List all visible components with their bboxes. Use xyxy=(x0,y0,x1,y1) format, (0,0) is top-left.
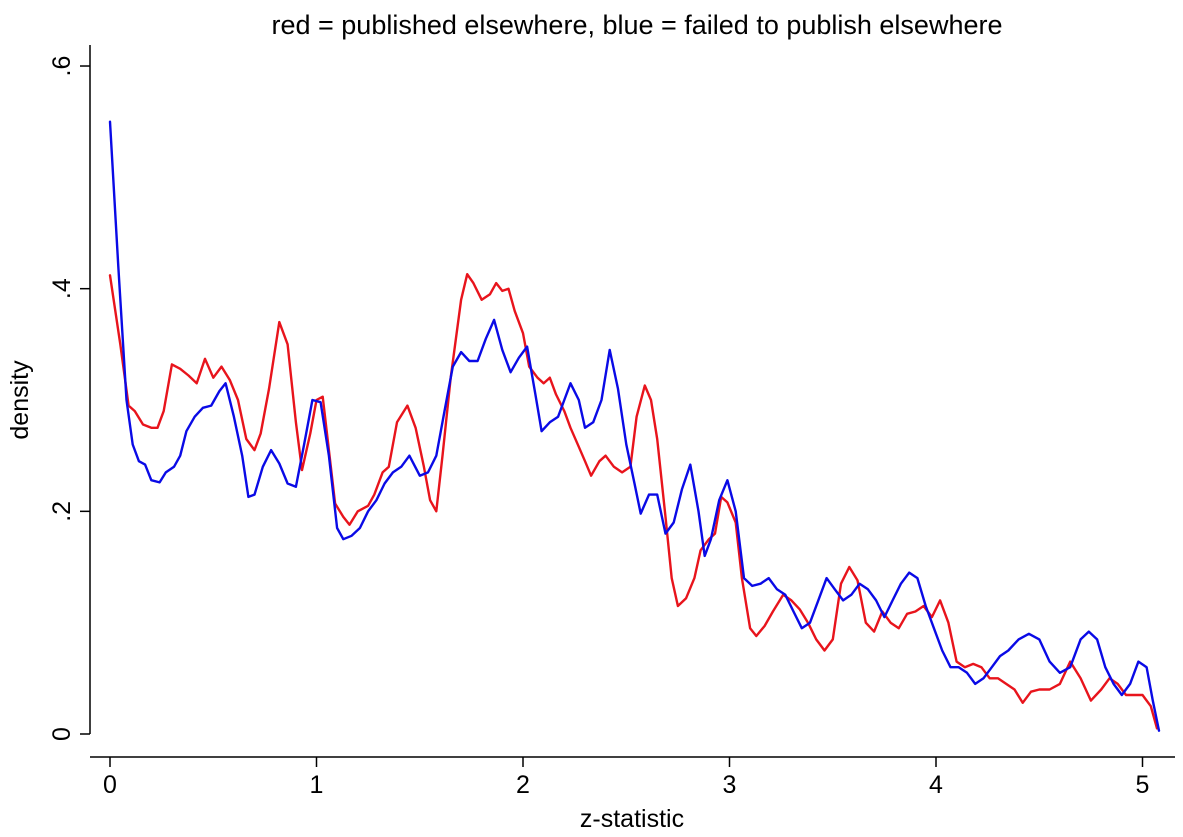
series-layer xyxy=(108,120,1161,732)
y-tick-label: .6 xyxy=(48,56,76,77)
x-tick-label: 5 xyxy=(1136,771,1150,799)
y-axis-ticks: 0 .2 .4 .6 xyxy=(48,56,90,741)
chart-title: red = published elsewhere, blue = failed… xyxy=(272,10,1003,40)
x-tick-label: 4 xyxy=(929,771,943,799)
y-axis-title: density xyxy=(6,360,34,440)
x-tick-label: 2 xyxy=(516,771,530,799)
x-tick-label: 1 xyxy=(310,771,324,799)
series-line-blue xyxy=(108,120,1161,732)
x-tick-label: 0 xyxy=(103,771,117,799)
x-axis-title: z-statistic xyxy=(580,805,684,833)
y-tick-label: .4 xyxy=(48,278,76,299)
x-tick-label: 3 xyxy=(723,771,737,799)
y-tick-label: 0 xyxy=(48,727,76,741)
y-tick-label: .2 xyxy=(48,501,76,522)
series-line-red xyxy=(108,273,1159,730)
x-axis-ticks: 0 1 2 3 4 5 xyxy=(103,757,1149,799)
